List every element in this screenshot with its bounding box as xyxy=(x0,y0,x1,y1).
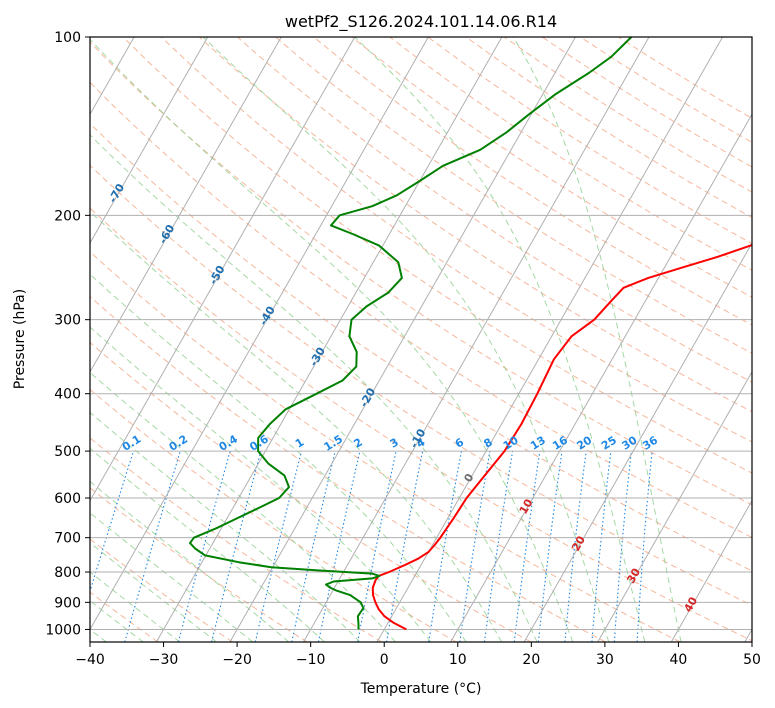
dry-adiabat xyxy=(313,37,752,326)
plot-frame xyxy=(89,36,753,643)
x-tick-label: −40 xyxy=(75,652,105,668)
mixing-ratio-line xyxy=(291,450,336,642)
moist-adiabat xyxy=(90,480,290,642)
dry-adiabat xyxy=(275,37,752,354)
mixing-ratio-line xyxy=(483,451,514,642)
mixing-ratio-line xyxy=(317,450,361,642)
isotherm-gridline xyxy=(229,37,576,642)
isobar-grid xyxy=(90,37,752,630)
dry-adiabat xyxy=(90,207,752,642)
dry-adiabat xyxy=(160,37,752,443)
isotherm-gridline xyxy=(523,242,752,642)
dry-adiabats xyxy=(90,37,752,642)
y-axis-label: Pressure (hPa) xyxy=(12,289,28,389)
x-tick-label: −30 xyxy=(149,652,179,668)
y-tick-label: 100 xyxy=(54,30,81,46)
sounding-series xyxy=(189,37,752,631)
x-tick-label: −10 xyxy=(296,652,326,668)
moist-adiabat xyxy=(90,273,467,642)
moist-adiabat xyxy=(90,326,432,642)
y-tick-label: 600 xyxy=(54,491,81,507)
isotherm-gridline xyxy=(90,37,209,245)
x-axis-label: Temperature (°C) xyxy=(360,681,482,697)
dry-adiabat xyxy=(90,538,233,642)
isotherm-gridline xyxy=(303,37,650,642)
mixing-ratio-line xyxy=(591,451,612,642)
dry-adiabat xyxy=(122,37,752,474)
temperature-profile-line xyxy=(371,243,752,631)
moist-adiabat xyxy=(90,210,502,642)
isotherm-gridline xyxy=(670,499,752,642)
dry-adiabat xyxy=(90,591,159,642)
moist-adiabat xyxy=(512,37,682,642)
isotherm-gridline xyxy=(597,370,752,642)
moist-adiabat xyxy=(90,447,325,642)
mixing-ratio-line xyxy=(564,451,587,642)
y-tick-label: 400 xyxy=(54,387,81,403)
isotherm-gridline xyxy=(376,37,724,642)
y-tick-label: 1000 xyxy=(45,622,81,638)
mixing-ratio-line xyxy=(124,450,181,642)
moist-adiabat xyxy=(90,411,361,642)
y-axis: 100 200 300 400 500 600 700 800 900 1000 xyxy=(45,30,90,638)
dry-adiabat xyxy=(90,41,752,506)
dry-adiabat xyxy=(90,341,532,642)
x-tick-label: 30 xyxy=(596,652,614,668)
plot-area: 0.10.20.40.611.52346810131620253036-100-… xyxy=(90,37,752,642)
x-axis: −40 −30 −20 −10 0 10 20 30 40 50 xyxy=(75,642,761,668)
mixing-ratio-line xyxy=(513,451,541,642)
dewpoint-profile-line xyxy=(189,37,633,630)
moist-adiabat xyxy=(90,134,538,642)
dry-adiabat xyxy=(90,251,681,642)
isotherm-grid xyxy=(90,37,752,642)
y-tick-label: 800 xyxy=(54,565,81,581)
chart-title: wetPf2_S126.2024.101.14.06.R14 xyxy=(285,12,557,32)
x-tick-label: 50 xyxy=(743,652,761,668)
mixing-ratio-line xyxy=(537,451,563,642)
mixing-ratio-lines xyxy=(90,450,653,642)
x-tick-label: 40 xyxy=(670,652,688,668)
isotherm-gridline xyxy=(90,37,282,373)
x-tick-label: 0 xyxy=(380,652,389,668)
mixing-ratio-line xyxy=(613,451,632,642)
isotherm-gridline xyxy=(155,37,503,642)
moist-adiabat xyxy=(90,38,574,642)
y-tick-label: 700 xyxy=(54,531,81,547)
mixing-ratio-line xyxy=(459,451,491,642)
y-tick-label: 900 xyxy=(54,595,81,611)
y-tick-label: 200 xyxy=(54,208,81,224)
x-tick-label: −20 xyxy=(222,652,252,668)
dry-adiabat xyxy=(90,81,752,539)
isotherm-gridline xyxy=(90,37,429,631)
moist-adiabat xyxy=(354,37,646,642)
x-tick-label: 20 xyxy=(522,652,540,668)
y-tick-label: 300 xyxy=(54,313,81,329)
isotherm-gridline xyxy=(450,113,752,642)
mixing-ratio-line xyxy=(636,451,653,642)
mixing-ratio-line xyxy=(254,450,303,642)
dry-adiabat xyxy=(90,388,457,642)
x-tick-label: 10 xyxy=(449,652,467,668)
mixing-ratio-line xyxy=(211,450,262,642)
isotherm-gridline xyxy=(90,37,356,502)
mixing-ratio-line xyxy=(177,450,231,642)
y-tick-label: 500 xyxy=(54,444,81,460)
